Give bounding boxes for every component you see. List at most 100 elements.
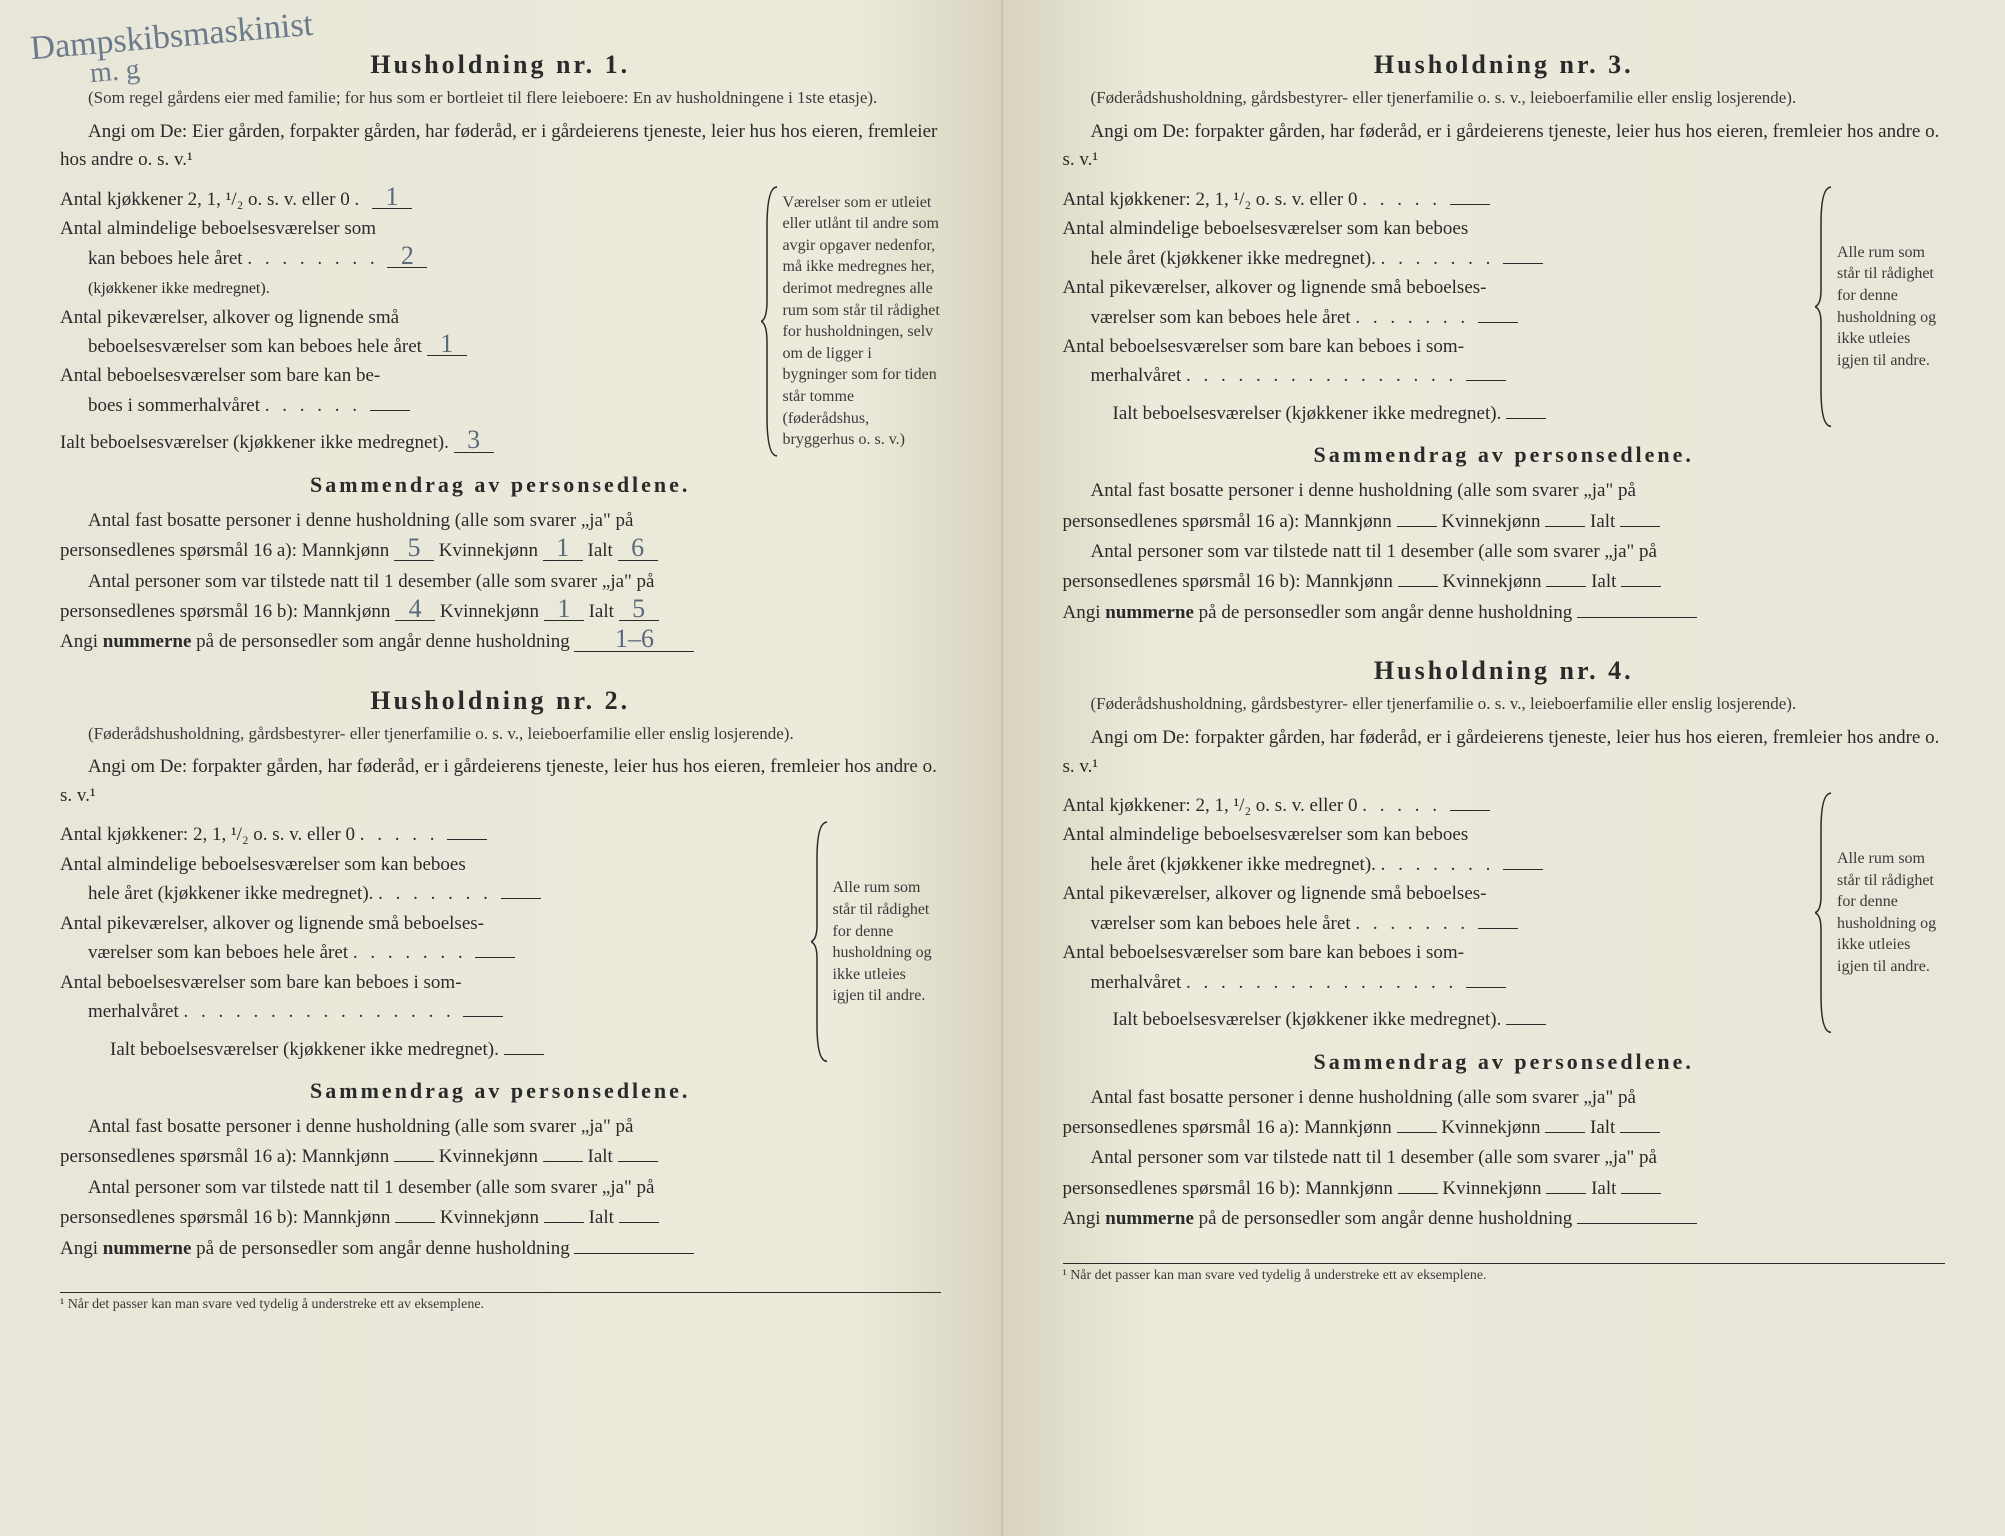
hh3-q3b: værelser som kan beboes hele året <box>1063 307 1351 328</box>
hh1-angi-text: Angi om De: Eier gården, forpakter gårde… <box>60 121 937 171</box>
hh1-sum3-v: 1–6 <box>574 627 694 651</box>
hh2-sum1-m <box>394 1161 434 1162</box>
hh1-sum2-k: 1 <box>544 597 584 621</box>
hh3-angi: Angi om De: forpakter gården, har føderå… <box>1063 118 1946 175</box>
hh1-q2: Antal almindelige beboelsesværelser som … <box>60 214 743 302</box>
kv-label: Kvinnekjønn <box>1442 571 1541 592</box>
hh3-brace-box: Alle rum som står til rådighet for denne… <box>1815 185 1945 429</box>
hh3-sum2-m <box>1398 586 1438 587</box>
hh4-q3a: Antal pikeværelser, alkover og lignende … <box>1063 883 1487 904</box>
hh3-sum2: Antal personer som var tilstede natt til… <box>1063 537 1946 598</box>
hh3-sum1-k <box>1545 526 1585 527</box>
hh3-q2a: Antal almindelige beboelsesværelser som … <box>1063 218 1469 239</box>
hh4-q5: Ialt beboelsesværelser (kjøkkener ikke m… <box>1063 1005 1798 1034</box>
hh2-q2: Antal almindelige beboelsesværelser som … <box>60 850 793 909</box>
household-3: Husholdning nr. 3. (Føderådshusholdning,… <box>1063 50 1946 628</box>
hh2-sum3-pre: Angi <box>60 1238 103 1259</box>
hh2-q3: Antal pikeværelser, alkover og lignende … <box>60 909 793 968</box>
hh4-sum2-m <box>1398 1193 1438 1194</box>
hh1-q2b: kan beboes hele året <box>60 248 243 269</box>
hh1-q1: Antal kjøkkener 2, 1, ¹/₂ o. s. v. eller… <box>60 185 743 214</box>
hh3-v1 <box>1450 204 1490 205</box>
nummerne-bold: nummerne <box>1105 602 1194 623</box>
dots: . . . . . . . <box>378 883 501 904</box>
hh1-body: Antal kjøkkener 2, 1, ¹/₂ o. s. v. eller… <box>60 185 941 458</box>
hh2-title: Husholdning nr. 2. <box>60 686 941 716</box>
dots: . . . . . . <box>265 395 370 416</box>
hh3-q5: Ialt beboelsesværelser (kjøkkener ikke m… <box>1063 399 1798 428</box>
hh1-brace-text: Værelser som er utleiet eller utlånt til… <box>783 192 941 451</box>
hh3-q5-text: Ialt beboelsesværelser (kjøkkener ikke m… <box>1113 403 1502 424</box>
dots: . . . . . . . <box>1355 913 1478 934</box>
hh4-v2 <box>1503 869 1543 870</box>
hh1-sum1: Antal fast bosatte personer i denne hush… <box>60 506 941 567</box>
hh3-sum1b: personsedlenes spørsmål 16 a): Mannkjønn <box>1063 511 1392 532</box>
hh4-q4b: merhalvåret <box>1063 972 1182 993</box>
dots: . . . . . . . . . . . . . . . . <box>1186 972 1466 993</box>
dots: . . . . . . . . . . . . . . . . <box>1186 365 1466 386</box>
hh4-q2a: Antal almindelige beboelsesværelser som … <box>1063 824 1469 845</box>
hh4-v5 <box>1506 1024 1546 1025</box>
brace-icon <box>1815 185 1833 429</box>
hh3-q4b: merhalvåret <box>1063 365 1182 386</box>
hh4-v1 <box>1450 810 1490 811</box>
kv-label: Kvinnekjønn <box>440 601 539 622</box>
hh2-sum3: Angi nummerne på de personsedler som ang… <box>60 1234 941 1264</box>
hh4-q4: Antal beboelsesværelser som bare kan beb… <box>1063 938 1798 997</box>
hh2-sum1-i <box>618 1161 658 1162</box>
hh1-q3: Antal pikeværelser, alkover og lignende … <box>60 303 743 362</box>
hh2-sum3-post: på de personsedler som angår denne husho… <box>191 1238 569 1259</box>
hh1-angi: Angi om De: Eier gården, forpakter gårde… <box>60 118 941 175</box>
dots: . . . . . . . <box>1355 307 1478 328</box>
brace-icon <box>811 820 829 1064</box>
ialt-label: Ialt <box>1590 511 1615 532</box>
hh4-sum1a: Antal fast bosatte personer i denne hush… <box>1063 1083 1636 1113</box>
hh2-v1 <box>447 839 487 840</box>
hh1-subtitle: (Som regel gårdens eier med familie; for… <box>60 86 941 110</box>
hh4-q3: Antal pikeværelser, alkover og lignende … <box>1063 879 1798 938</box>
hh4-q5-text: Ialt beboelsesværelser (kjøkkener ikke m… <box>1113 1009 1502 1030</box>
hh2-sum2-k <box>544 1222 584 1223</box>
kv-label: Kvinnekjønn <box>1442 1178 1541 1199</box>
hh4-v4 <box>1466 987 1506 988</box>
hh4-sum3-post: på de personsedler som angår denne husho… <box>1194 1208 1572 1229</box>
hh2-sum2a: Antal personer som var tilstede natt til… <box>60 1173 654 1203</box>
ialt-label: Ialt <box>588 1146 613 1167</box>
hh2-sum1a: Antal fast bosatte personer i denne hush… <box>60 1112 633 1142</box>
hh4-sum1-i <box>1620 1132 1660 1133</box>
hh2-sum2: Antal personer som var tilstede natt til… <box>60 1173 941 1234</box>
hh3-sum3-post: på de personsedler som angår denne husho… <box>1194 602 1572 623</box>
hh4-q3b: værelser som kan beboes hele året <box>1063 913 1351 934</box>
dots: . . . . . . . <box>1381 854 1504 875</box>
hh3-sum1a: Antal fast bosatte personer i denne hush… <box>1063 476 1636 506</box>
hh2-sum1-k <box>543 1161 583 1162</box>
hh3-sum-title: Sammendrag av personsedlene. <box>1063 442 1946 468</box>
hh1-sum1b: personsedlenes spørsmål 16 a): Mannkjønn <box>60 540 389 561</box>
dots: . <box>354 189 372 210</box>
hh2-q4a: Antal beboelsesværelser som bare kan beb… <box>60 972 462 993</box>
hh4-q1: Antal kjøkkener: 2, 1, ¹/₂ o. s. v. elle… <box>1063 791 1798 820</box>
hh1-sum1a: Antal fast bosatte personer i denne hush… <box>60 506 633 536</box>
hh2-sum1b: personsedlenes spørsmål 16 a): Mannkjønn <box>60 1146 389 1167</box>
hh1-sum2a: Antal personer som var tilstede natt til… <box>60 567 654 597</box>
hh3-q3a: Antal pikeværelser, alkover og lignende … <box>1063 277 1487 298</box>
hh3-q2: Antal almindelige beboelsesværelser som … <box>1063 214 1798 273</box>
hh4-sum3-v <box>1577 1223 1697 1224</box>
hh1-q2c: (kjøkkener ikke medregnet). <box>60 280 270 297</box>
hh3-q1: Antal kjøkkener: 2, 1, ¹/₂ o. s. v. elle… <box>1063 185 1798 214</box>
dots: . . . . . <box>360 824 448 845</box>
hh4-sum3: Angi nummerne på de personsedler som ang… <box>1063 1204 1946 1234</box>
household-4: Husholdning nr. 4. (Føderådshusholdning,… <box>1063 656 1946 1234</box>
hh1-sum3-post: på de personsedler som angår denne husho… <box>191 631 569 652</box>
hh1-sum1-k: 1 <box>543 536 583 560</box>
hh1-sum2: Antal personer som var tilstede natt til… <box>60 567 941 628</box>
hh4-sum3-pre: Angi <box>1063 1208 1106 1229</box>
hh2-v2 <box>501 898 541 899</box>
hh1-v4 <box>370 410 410 411</box>
hh3-sum2-i <box>1621 586 1661 587</box>
kv-label: Kvinnekjønn <box>439 1146 538 1167</box>
hh2-q3a: Antal pikeværelser, alkover og lignende … <box>60 913 484 934</box>
hh1-q4a: Antal beboelsesværelser som bare kan be- <box>60 365 380 386</box>
hh4-sum1-m <box>1397 1132 1437 1133</box>
hh3-v3 <box>1478 322 1518 323</box>
